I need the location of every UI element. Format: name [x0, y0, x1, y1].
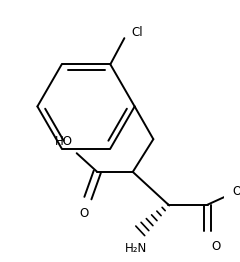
Text: O: O	[79, 208, 89, 220]
Text: Cl: Cl	[131, 26, 143, 39]
Text: O: O	[211, 240, 221, 253]
Text: HO: HO	[54, 135, 72, 148]
Text: O: O	[233, 185, 240, 198]
Text: H₂N: H₂N	[125, 242, 147, 255]
